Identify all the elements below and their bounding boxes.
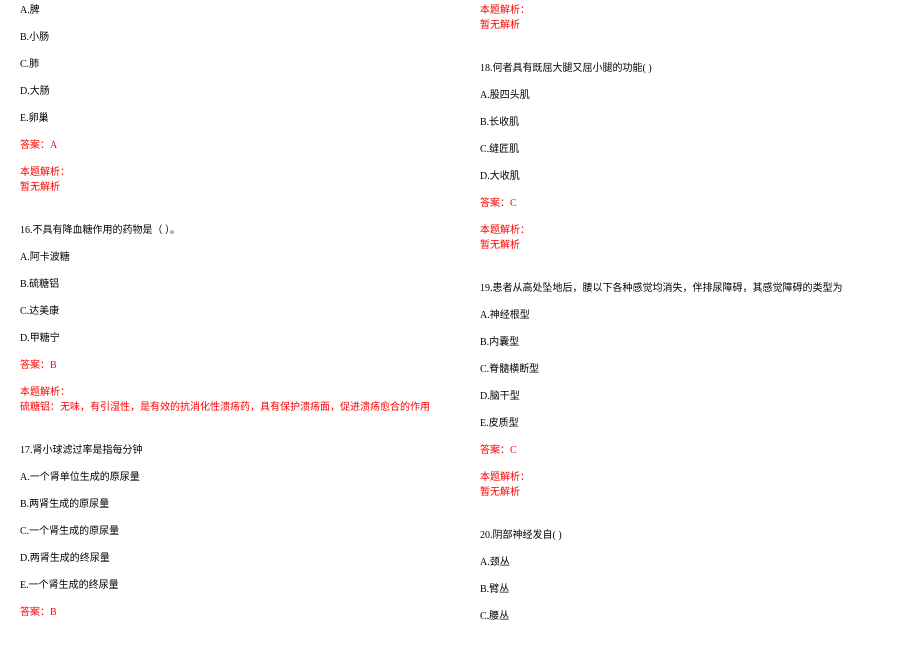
q19-answer: 答案：C [480,444,900,457]
q19-stem: 19.患者从高处坠地后，腰以下各种感觉均消失，伴排尿障碍，其感觉障碍的类型为 [480,282,900,295]
q18-stem: 18.何者具有既屈大腿又屈小腿的功能( ) [480,62,900,75]
q15-opt-c: C.肺 [20,58,440,71]
q17-answer: 答案：B [20,606,440,619]
q19-opt-d: D.脑干型 [480,390,900,403]
q17-opt-c: C.一个肾生成的原尿量 [20,525,440,538]
q19-opt-a: A.神经根型 [480,309,900,322]
left-column: A.脾 B.小肠 C.肺 D.大肠 E.卵巢 答案：A 本题解析： 暂无解析 1… [0,0,460,651]
q17-stem: 17.肾小球滤过率是指每分钟 [20,444,440,457]
q15-explain-body: 暂无解析 [20,181,440,194]
q20-opt-a: A.颈丛 [480,556,900,569]
q19-opt-c: C.脊髓横断型 [480,363,900,376]
q20-opt-c: C.腰丛 [480,610,900,623]
q17-opt-b: B.两肾生成的原尿量 [20,498,440,511]
q20-stem: 20.阴部神经发自( ) [480,529,900,542]
q15-answer: 答案：A [20,139,440,152]
q18-explain-header: 本题解析： [480,224,900,237]
q17-explain-header: 本题解析： [480,4,900,17]
q18-opt-d: D.大收肌 [480,170,900,183]
q20-opt-b: B.臂丛 [480,583,900,596]
q19-opt-e: E.皮质型 [480,417,900,430]
q18-opt-b: B.长收肌 [480,116,900,129]
q16-explain-body: 硫糖铝：无味，有引湿性，是有效的抗消化性溃疡药，具有保护溃疡面，促进溃疡愈合的作… [20,401,440,414]
q18-opt-a: A.股四头肌 [480,89,900,102]
q18-explain-body: 暂无解析 [480,239,900,252]
q15-opt-e: E.卵巢 [20,112,440,125]
q19-explain-body: 暂无解析 [480,486,900,499]
q16-opt-a: A.阿卡波糖 [20,251,440,264]
q15-opt-a: A.脾 [20,4,440,17]
q16-opt-b: B.硫糖铝 [20,278,440,291]
q17-opt-d: D.两肾生成的终尿量 [20,552,440,565]
q16-stem: 16.不具有降血糖作用的药物是（ ）。 [20,224,440,237]
right-column: 本题解析： 暂无解析 18.何者具有既屈大腿又屈小腿的功能( ) A.股四头肌 … [460,0,920,651]
q15-opt-b: B.小肠 [20,31,440,44]
q18-opt-c: C.缝匠肌 [480,143,900,156]
q15-explain-header: 本题解析： [20,166,440,179]
q16-opt-d: D.甲糖宁 [20,332,440,345]
q19-opt-b: B.内囊型 [480,336,900,349]
q15-opt-d: D.大肠 [20,85,440,98]
q19-explain-header: 本题解析： [480,471,900,484]
q17-explain-body: 暂无解析 [480,19,900,32]
q18-answer: 答案：C [480,197,900,210]
q16-explain-header: 本题解析： [20,386,440,399]
q16-answer: 答案：B [20,359,440,372]
q17-opt-a: A.一个肾单位生成的原尿量 [20,471,440,484]
q17-opt-e: E.一个肾生成的终尿量 [20,579,440,592]
q16-opt-c: C.达美康 [20,305,440,318]
